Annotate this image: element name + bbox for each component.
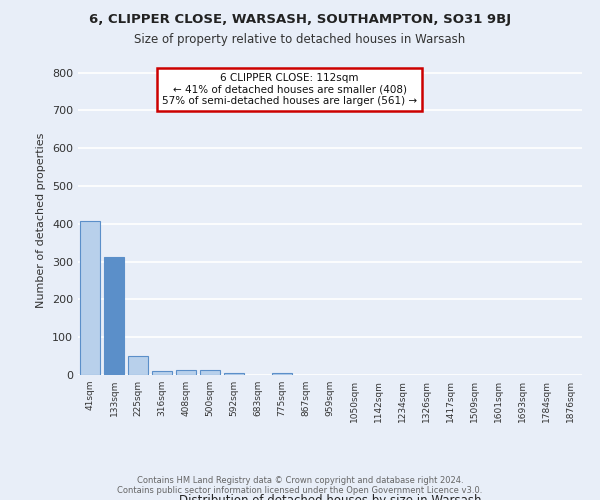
Text: 6, CLIPPER CLOSE, WARSASH, SOUTHAMPTON, SO31 9BJ: 6, CLIPPER CLOSE, WARSASH, SOUTHAMPTON, … (89, 12, 511, 26)
Bar (224, 373, 244, 375)
Bar (272, 372, 292, 375)
Text: 6 CLIPPER CLOSE: 112sqm
← 41% of detached houses are smaller (408)
57% of semi-d: 6 CLIPPER CLOSE: 112sqm ← 41% of detache… (162, 72, 417, 106)
X-axis label: Distribution of detached houses by size in Warsash: Distribution of detached houses by size … (179, 494, 481, 500)
Bar (176, 370, 196, 375)
Bar (128, 356, 148, 375)
Y-axis label: Number of detached properties: Number of detached properties (37, 132, 46, 308)
Bar (200, 370, 220, 375)
Text: Size of property relative to detached houses in Warsash: Size of property relative to detached ho… (134, 32, 466, 46)
Bar (80, 221, 100, 375)
Bar (104, 258, 124, 375)
Bar (152, 371, 172, 375)
Text: Contains HM Land Registry data © Crown copyright and database right 2024.
Contai: Contains HM Land Registry data © Crown c… (118, 476, 482, 495)
